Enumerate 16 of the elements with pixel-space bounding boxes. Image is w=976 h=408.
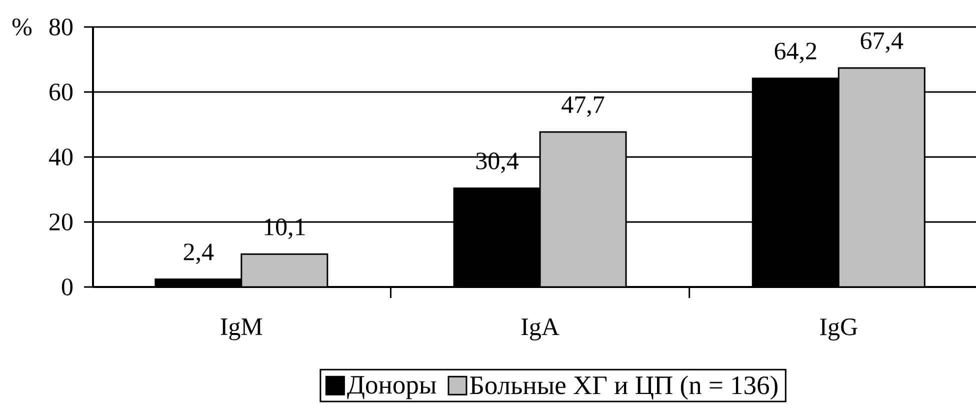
y-tick-label: 20 (50, 214, 73, 230)
y-tick-label: 80 (49, 18, 73, 36)
y-tick-label: 40 (48, 148, 73, 166)
x-tick-label: IgG (820, 318, 858, 340)
x-tick-label: IgM (220, 318, 262, 340)
data-label: 64,2 (774, 42, 816, 64)
x-tick-label: IgA (521, 318, 560, 340)
legend-label: Доноры (347, 376, 436, 400)
data-label: 30,4 (476, 152, 519, 173)
data-label: 47,7 (562, 96, 604, 117)
y-tick-label: 60 (50, 84, 73, 100)
y-axis-title: % (12, 18, 32, 36)
legend-label: Больные ХГ и ЦП (n = 136) (470, 376, 778, 400)
data-label: 67,4 (860, 32, 904, 53)
y-tick-label: 0 (62, 278, 73, 296)
data-label: 2,4 (184, 244, 214, 264)
